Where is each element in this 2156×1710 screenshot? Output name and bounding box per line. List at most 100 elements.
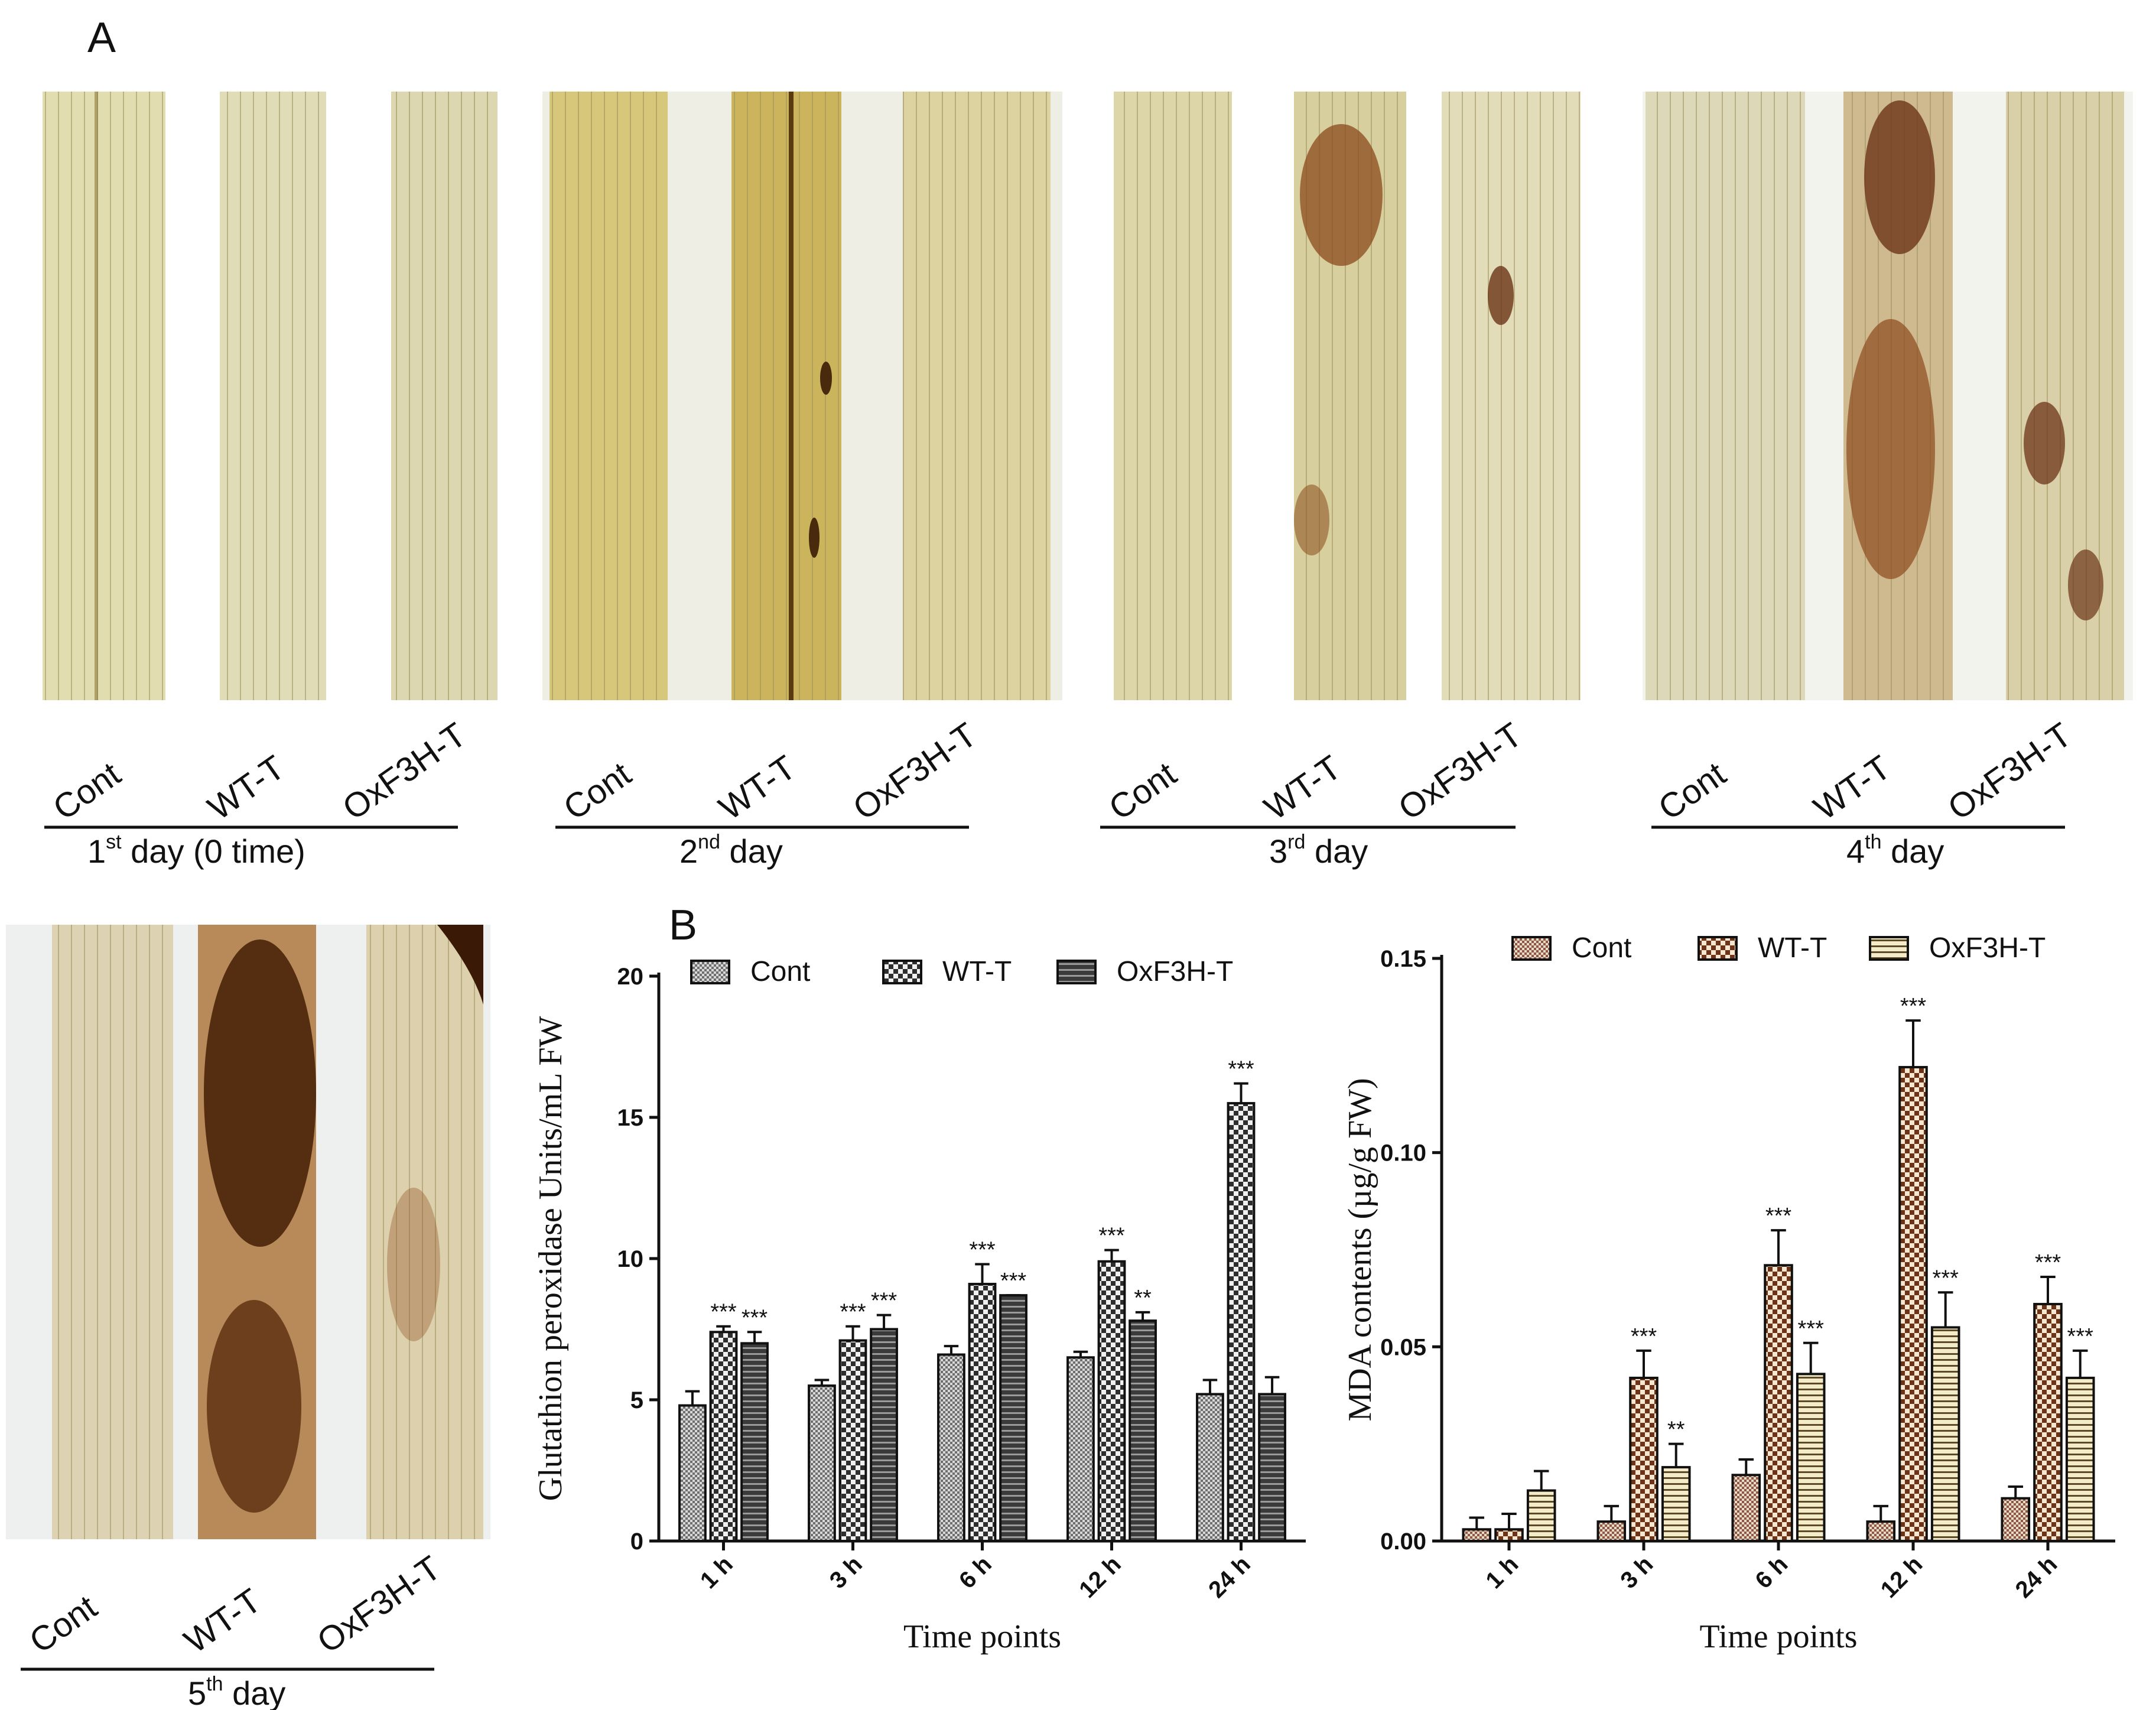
leaf-group-day4: [1643, 92, 2133, 700]
leaf-spot-day2-wt: [820, 362, 832, 395]
leaf-stain-day4-wt: [1864, 100, 1935, 254]
bar-wt-t: [2033, 1303, 2063, 1542]
leaf-label-day2-wt: WT-T: [712, 748, 802, 828]
legend-swatch: [1869, 936, 1909, 961]
significance-label: ***: [742, 1305, 768, 1330]
y-tick-label: 20: [617, 964, 644, 990]
x-tick-label: 6 h: [1750, 1551, 1793, 1594]
bar-cont: [1066, 1356, 1095, 1543]
bar-cont: [808, 1384, 836, 1543]
x-tick-label: 1 h: [1481, 1551, 1523, 1594]
significance-label: ***: [969, 1238, 996, 1263]
bar-oxf3h-t: [1661, 1466, 1691, 1543]
x-axis-title: Time points: [903, 1618, 1061, 1655]
x-tick-label: 12 h: [1876, 1551, 1928, 1603]
bar-wt-t: [1629, 1376, 1659, 1542]
legend-label: OxF3H-T: [1117, 956, 1233, 987]
legend-label: Cont: [1572, 932, 1631, 964]
leaf-stain-day3-ox: [1488, 266, 1514, 325]
significance-label: ***: [1900, 994, 1927, 1019]
bar-oxf3h-t: [999, 1294, 1027, 1542]
bar-cont: [2001, 1497, 2031, 1543]
leaf-label-day1-wt: WT-T: [201, 748, 291, 828]
leaf-label-day3-cont: Cont: [1102, 755, 1183, 828]
leaf-stain-day5-wt-2: [207, 1300, 301, 1513]
bar-cont: [678, 1404, 707, 1543]
significance-label: ***: [2035, 1250, 2061, 1275]
leaf-veins-day3-ox: [1442, 92, 1581, 700]
x-tick-label: 24 h: [2011, 1551, 2063, 1603]
significance-label: ***: [840, 1300, 866, 1325]
significance-label: ***: [1765, 1204, 1792, 1228]
day5-label: 5th day: [188, 1673, 285, 1710]
significance-label: ***: [1798, 1316, 1825, 1341]
y-tick-label: 5: [630, 1387, 643, 1413]
y-tick-label: 10: [617, 1246, 644, 1272]
y-tick-label: 0.05: [1380, 1334, 1426, 1360]
leaf-label-day5-ox: OxF3H-T: [310, 1549, 448, 1661]
leaf-midrib-day1: [95, 92, 98, 700]
legend-label: Cont: [750, 956, 810, 987]
bar-oxf3h-t: [740, 1342, 769, 1542]
legend-swatch: [1511, 936, 1552, 961]
day1-label: 1st day (0 time): [87, 831, 305, 870]
leaf-stain-day5-ox: [387, 1188, 440, 1341]
panel-b-letter: B: [669, 902, 697, 949]
bar-cont: [1596, 1520, 1627, 1542]
bar-wt-t: [838, 1339, 867, 1543]
significance-label: ***: [1098, 1224, 1125, 1249]
leaf-label-day2-ox: OxF3H-T: [846, 716, 984, 828]
leaf-stain-day3-wt-2: [1294, 485, 1329, 555]
bar-oxf3h-t: [1526, 1489, 1556, 1542]
significance-label: **: [1134, 1286, 1152, 1311]
leaf-label-day4-cont: Cont: [1651, 755, 1733, 828]
legend-label: OxF3H-T: [1929, 932, 2046, 964]
leaf-edge-stain-day5-ox: [437, 925, 483, 1004]
legend-swatch: [1056, 960, 1097, 984]
significance-label: ***: [1228, 1057, 1254, 1082]
bar-oxf3h-t: [1930, 1326, 1960, 1542]
bar-wt-t: [709, 1331, 738, 1543]
leaf-label-day3-wt: WT-T: [1257, 748, 1348, 828]
leaf-veins-day2-wt: [731, 92, 841, 700]
panel-a-letter: A: [87, 14, 116, 61]
x-tick-label: 1 h: [695, 1551, 738, 1594]
y-tick-label: 0.10: [1380, 1140, 1426, 1166]
leaf-group-day5: [6, 925, 490, 1539]
leaf-group-day1: [43, 92, 497, 700]
leaf-group-day2: [542, 92, 1062, 700]
bar-cont: [1196, 1393, 1224, 1542]
legend-swatch: [690, 960, 730, 984]
day2-label: 2nd day: [679, 831, 783, 870]
bar-oxf3h-t: [2065, 1376, 2095, 1542]
y-tick-label: 0.00: [1380, 1529, 1426, 1555]
leaf-veins-day5-cont: [52, 925, 173, 1539]
leaf-label-day1-cont: Cont: [46, 755, 128, 828]
gpx-bar-chart: 0 5 10 15 20 Glutathion peroxidase Units/mL F…: [532, 956, 1306, 1655]
y-tick-label: 15: [617, 1105, 644, 1131]
legend-label: WT-T: [1758, 932, 1827, 964]
leaf-stain-day4-ox: [2024, 402, 2065, 485]
significance-label: ***: [1631, 1324, 1657, 1349]
leaf-veins-day2-cont: [549, 92, 668, 700]
y-tick-label: 0.15: [1380, 946, 1426, 972]
leaf-label-day1-ox: OxF3H-T: [336, 716, 473, 828]
leaf-veins-day2-ox: [903, 92, 1051, 700]
y-axis-title: Glutathion peroxidase Units/mL FW: [532, 1016, 569, 1501]
significance-label: **: [1667, 1418, 1685, 1442]
leaf-stain-day3-wt: [1300, 124, 1383, 266]
leaf-label-day5-cont: Cont: [22, 1588, 104, 1661]
leaf-group-day3: [1111, 92, 1583, 700]
leaf-label-day3-ox: OxF3H-T: [1391, 716, 1529, 828]
day3-label: 3rd day: [1269, 831, 1368, 870]
leaf-label-day2-cont: Cont: [557, 755, 638, 828]
bar-cont: [1462, 1528, 1492, 1543]
bar-oxf3h-t: [870, 1328, 898, 1542]
bar-oxf3h-t: [1258, 1393, 1286, 1542]
y-axis-title: MDA contents (µg/g FW): [1342, 1078, 1378, 1421]
significance-label: ***: [710, 1300, 737, 1325]
bar-wt-t: [1494, 1528, 1524, 1543]
day4-label: 4th day: [1846, 831, 1944, 870]
x-axis-title: Time points: [1699, 1618, 1857, 1655]
